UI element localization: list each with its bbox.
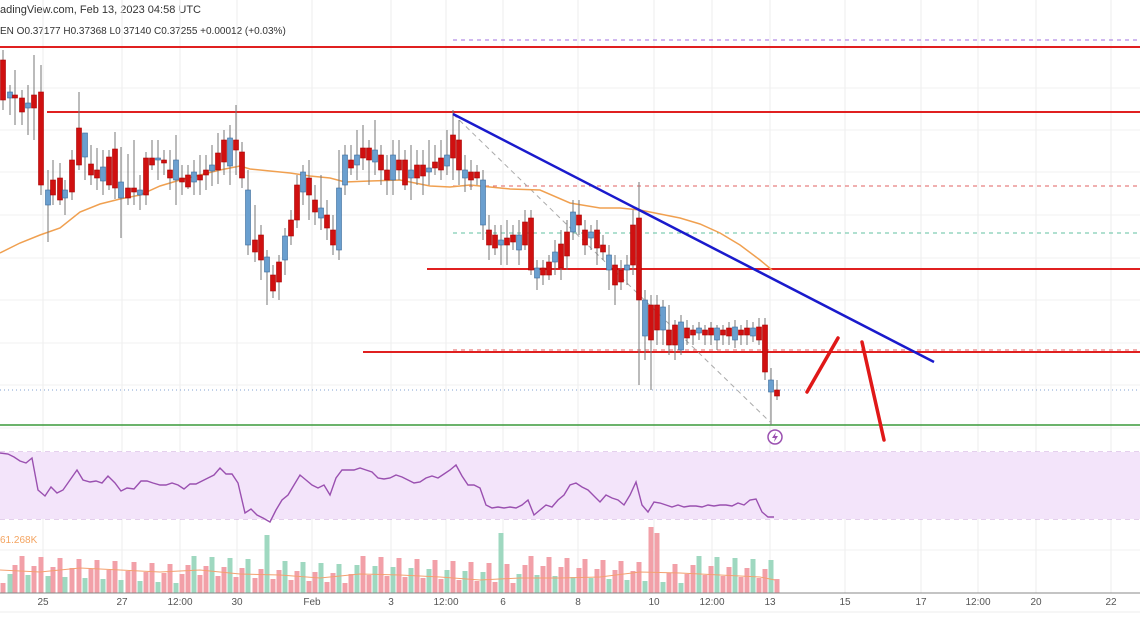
time-axis-tick: 15 [839, 597, 851, 608]
time-axis-tick: 8 [575, 597, 581, 608]
candlesticks [0, 50, 780, 425]
time-axis-tick: 30 [231, 597, 243, 608]
time-axis-tick: 3 [388, 597, 394, 608]
chart-source-header: adingView.com, Feb 13, 2023 04:58 UTC [0, 4, 201, 16]
time-axis-tick: 12:00 [965, 597, 991, 608]
time-axis-tick: 12:00 [167, 597, 193, 608]
forecast-path [805, 336, 886, 442]
time-axis-tick: 20 [1030, 597, 1042, 608]
time-axis-tick: Feb [303, 597, 321, 608]
rsi-line [0, 452, 774, 523]
time-axis-tick: 27 [116, 597, 128, 608]
volume-ma-line [0, 567, 776, 581]
ohlc-legend: EN O0.37177 H0.37368 L0.37140 C0.37255 +… [0, 26, 286, 37]
lightning-icon[interactable] [767, 429, 783, 445]
descending-trendline[interactable] [452, 112, 935, 364]
time-axis-tick: 10 [648, 597, 660, 608]
time-axis-tick: 25 [37, 597, 49, 608]
time-axis-tick: 17 [915, 597, 927, 608]
volume-ma-label: 61.268K [0, 535, 38, 546]
time-axis-tick: 6 [500, 597, 506, 608]
volume-bars [0, 527, 780, 593]
time-axis-tick: 12:00 [699, 597, 725, 608]
time-axis-tick: 22 [1105, 597, 1117, 608]
time-axis-tick: 12:00 [433, 597, 459, 608]
time-axis-tick: 13 [764, 597, 776, 608]
moving-average-line [0, 165, 773, 271]
horizontal-levels [0, 39, 1140, 426]
